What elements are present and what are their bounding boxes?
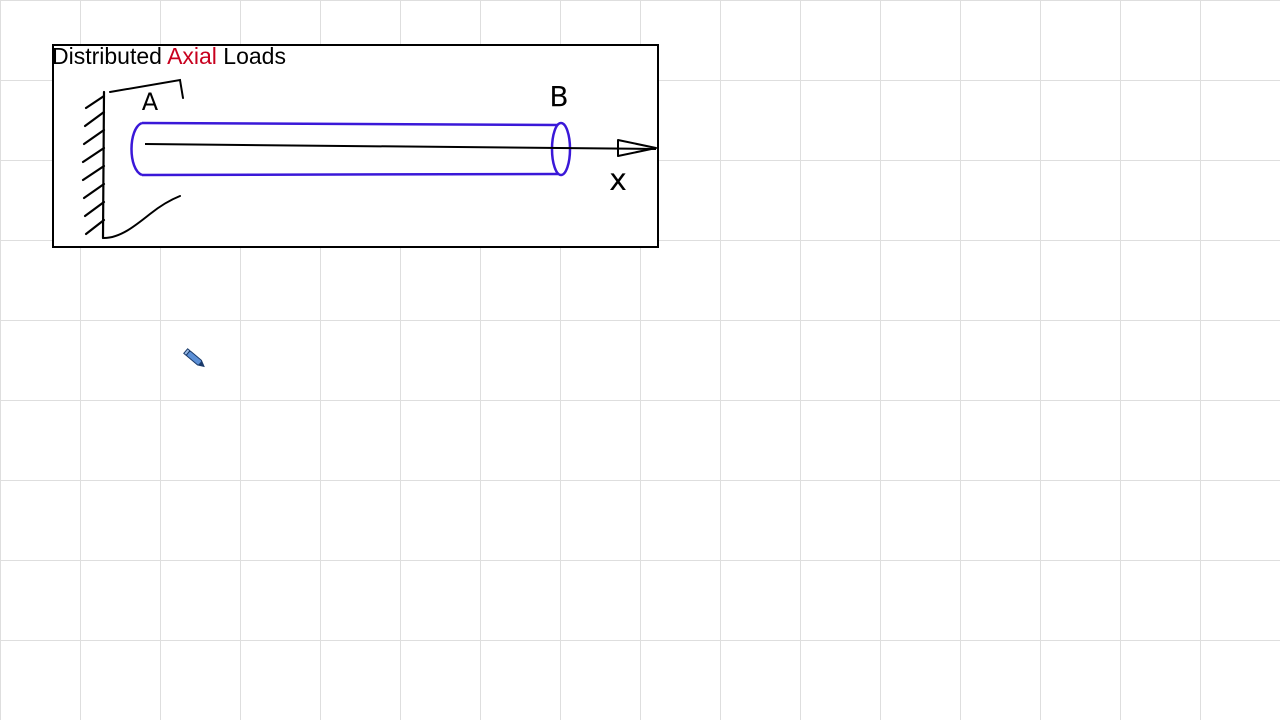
axial-bar (130, 121, 572, 177)
x-axis-arrowhead (617, 139, 657, 157)
wall-hatch (84, 94, 106, 110)
wall-hatch (81, 164, 106, 182)
wall-line (101, 90, 106, 240)
label-x-axis: x (609, 163, 627, 198)
label-end-b: B (549, 80, 568, 113)
wall-hatch (82, 182, 106, 200)
wall-hatch (83, 200, 106, 218)
wall-hatch (84, 218, 106, 236)
title-text-1: Distributed (52, 43, 168, 69)
wall-hatch (82, 128, 106, 146)
pen-cursor-icon (183, 348, 205, 368)
fixed-wall-support (81, 90, 106, 240)
title-text-accent: Axial (167, 43, 217, 69)
title-text-2: Loads (216, 43, 286, 69)
diagram-frame (52, 44, 659, 248)
bar-end-a (130, 121, 143, 177)
bracket-stroke-top (109, 78, 184, 99)
wall-hatch (83, 110, 106, 128)
x-axis-line (144, 143, 657, 150)
bar-top-edge (141, 121, 559, 127)
label-end-a: A (142, 88, 159, 116)
bracket-stroke-bottom (103, 195, 181, 239)
bar-bottom-edge (141, 172, 559, 177)
wall-hatch (81, 146, 106, 164)
diagram-title: Distributed Axial Loads (52, 42, 286, 70)
